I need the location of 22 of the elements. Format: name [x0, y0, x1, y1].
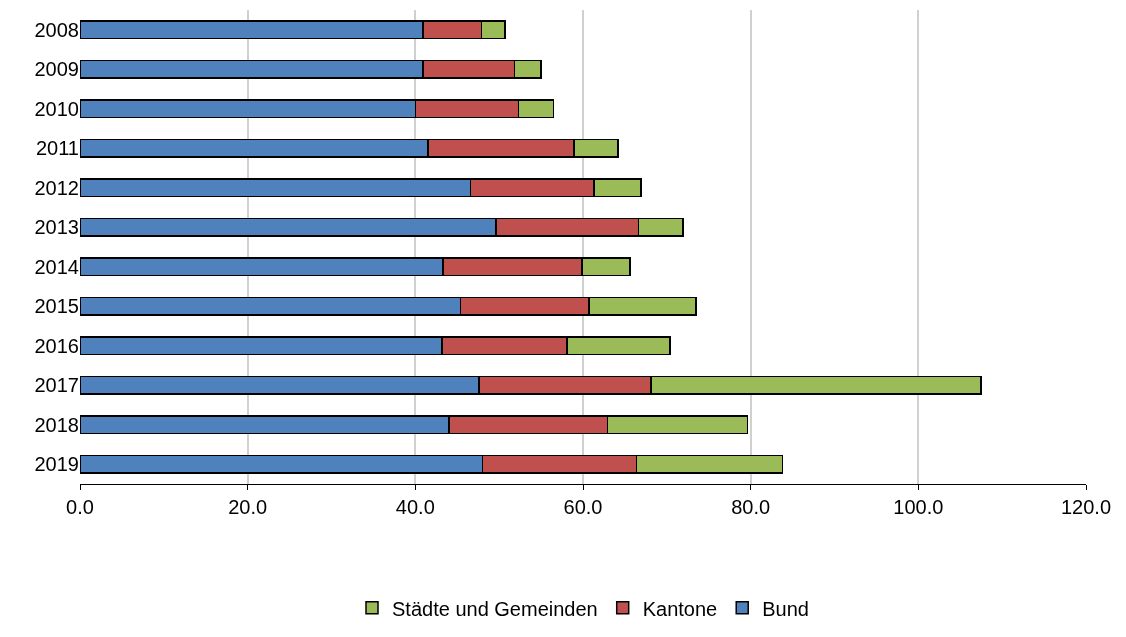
y-tick-label: 2011 [35, 137, 79, 160]
y-tick-label: 2010 [34, 97, 79, 120]
y-tick-label: 2012 [34, 176, 79, 199]
y-tick-label: 2019 [34, 453, 79, 476]
x-tick-label: 20.0 [228, 496, 268, 518]
y-tick-label: 2008 [34, 18, 79, 41]
legend-label: Städte und Gemeinden [392, 597, 598, 620]
x-tick-label: 0.0 [66, 496, 94, 518]
x-tick-label: 80.0 [731, 496, 771, 518]
x-tick-label: 40.0 [395, 496, 435, 518]
legend-label: Kantone [642, 597, 718, 620]
x-tick-label: 60.0 [563, 496, 603, 518]
legend-label: Bund [762, 597, 809, 620]
x-tick-label: 120.0 [1060, 496, 1112, 518]
y-tick-label: 2015 [34, 295, 79, 318]
y-tick-label: 2013 [34, 216, 79, 239]
y-tick-label: 2018 [34, 413, 79, 436]
y-tick-label: 2017 [34, 374, 79, 397]
y-tick-label: 2009 [34, 58, 79, 81]
x-tick-label: 100.0 [893, 496, 944, 518]
y-tick-label: 2016 [34, 334, 79, 357]
y-tick-label: 2014 [34, 255, 79, 278]
